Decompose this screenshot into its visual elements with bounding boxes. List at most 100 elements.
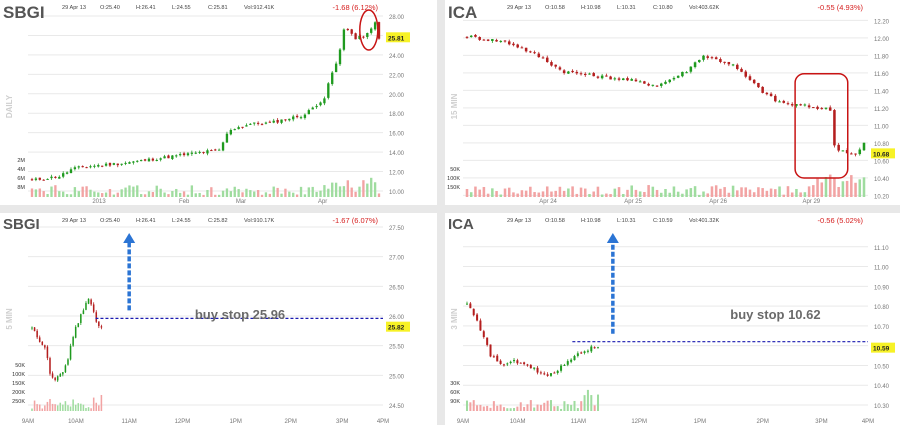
volume-bar [689,188,693,197]
volume-bar [472,400,475,411]
y-tick-label: 27.00 [389,256,405,262]
volume-bar [50,186,53,197]
volume-bar [605,193,608,197]
volume-bar [664,189,667,197]
volume-bar [295,194,299,197]
candle-body [566,361,569,365]
candle-body [509,361,512,364]
candle-body [260,124,264,126]
y-tick-label: 10.40 [874,177,890,183]
x-tick-label: 3PM [815,419,827,425]
chart-svg: 27.50 27.00 26.50 26.00 25.50 25.00 24.50 SBGI 2… [3,216,410,425]
header-stat: Vol:912.41K [244,5,274,11]
candle-body [272,120,275,123]
volume-bar [655,189,659,197]
candle-body [334,63,338,73]
candle-body [562,70,566,74]
volume-bar [221,190,225,197]
candle-body [268,121,272,123]
y-tick-label: 24.00 [389,54,405,60]
candle-body [731,64,735,66]
candle-body [89,166,92,168]
candle-body [651,84,655,86]
x-tick-label: Apr 24 [539,199,557,205]
candle-body [549,373,552,376]
candle-body [112,163,116,165]
y-tick-label: 26.00 [389,315,405,321]
candle-body [685,72,688,74]
header-stat: 29 Apr 13 [62,5,86,11]
candle-body [206,150,209,154]
volume-bar [660,192,663,197]
volume-bar [592,191,595,197]
candle-body [543,373,546,375]
candle-body [560,365,563,371]
candle-body [327,83,330,98]
candle-body [537,53,541,58]
candle-body [499,40,503,42]
volume-bar [499,194,503,197]
volume-axis-label: 60K [450,390,460,396]
volume-bar [685,189,688,197]
candle-body [567,71,570,74]
x-tick-label: Apr 26 [709,199,727,205]
candle-body [643,81,646,84]
volume-bar [85,407,87,411]
volume-bar [651,186,655,197]
candle-body [472,308,475,316]
volume-bar [529,400,532,411]
candle-body [288,118,291,121]
candle-body [545,57,549,63]
volume-bar [268,193,272,197]
volume-bar [292,192,295,197]
volume-bar [370,177,373,197]
last-price-label: 25.81 [388,35,405,42]
candle-body [307,110,310,115]
candle-body [630,79,633,81]
volume-bar [59,402,62,411]
volume-bar [373,182,377,197]
candle-body [69,169,73,174]
volume-bar [710,186,714,197]
candle-body [202,152,205,154]
volume-bar [727,192,731,197]
volume-bar [327,188,330,197]
volume-bar [560,408,563,411]
change-label: -0.56 (5.02%) [818,216,864,225]
timeframe-watermark: 15 MIN [450,93,459,119]
candle-body [605,75,608,77]
volume-bar [596,186,600,197]
volume-bar [190,185,194,197]
volume-bar [276,187,279,197]
candle-body [241,126,244,128]
candle-body [520,47,524,49]
candle-body [97,165,100,167]
candle-body [590,346,593,352]
volume-bar [529,186,532,197]
y-tick-label: 10.00 [389,190,405,196]
volume-bar [549,400,552,411]
header-stat: L:24.55 [172,5,191,11]
y-tick-label: 11.80 [874,54,889,60]
y-tick-label: 10.80 [874,142,890,148]
candle-body [469,303,472,309]
x-tick-label: 4PM [862,419,874,425]
candle-body [516,44,519,48]
volume-bar [366,183,369,197]
y-tick-label: 11.60 [874,72,889,78]
candle-body [54,377,56,381]
x-tick-label: Apr 25 [624,199,642,205]
volume-bar [854,182,857,197]
candle-body [46,346,49,359]
candle-body [820,108,824,110]
candle-body [841,150,845,152]
candle-body [465,303,469,305]
volume-bar [858,179,862,197]
volume-bar [143,194,147,197]
header-stat: O:25.40 [100,218,120,224]
volume-bar [354,191,357,197]
candle-body [478,37,481,40]
candle-body [740,68,743,72]
volume-axis-label: 30K [450,381,460,387]
volume-bar [334,182,338,197]
